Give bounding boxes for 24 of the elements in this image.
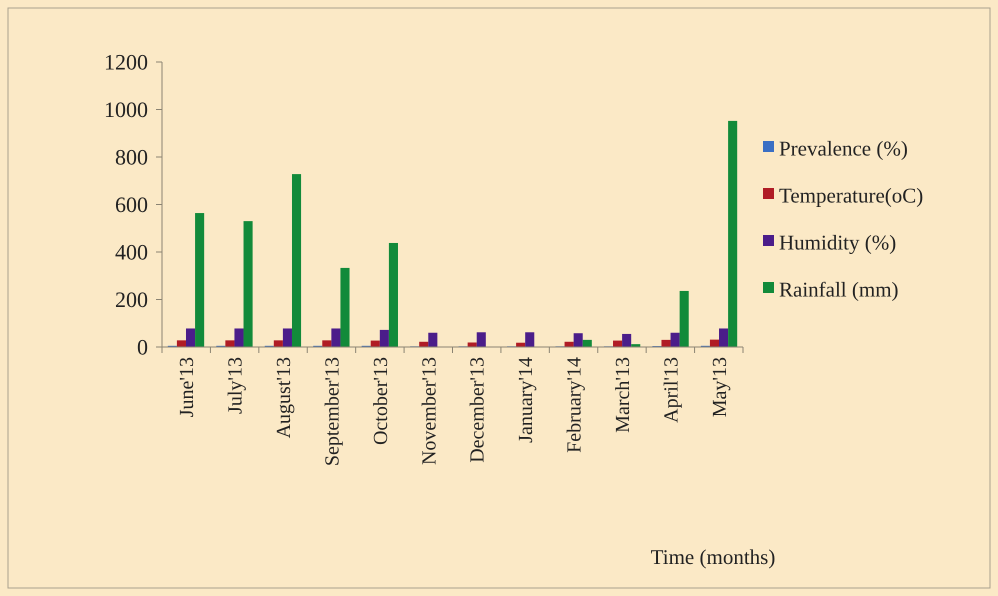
y-tick-label: 1000 bbox=[104, 97, 148, 122]
x-tick-label: April'13 bbox=[660, 357, 683, 423]
x-tick-label: June'13 bbox=[176, 357, 198, 418]
x-tick-label: July'13 bbox=[224, 357, 246, 414]
y-tick-label: 800 bbox=[115, 144, 148, 170]
x-tick-label: May'13 bbox=[709, 357, 732, 418]
legend-label: Humidity (%) bbox=[779, 230, 896, 254]
x-tick-label: March'13 bbox=[612, 357, 634, 433]
x-tick-label: August'13 bbox=[272, 357, 295, 438]
x-tick-label: October'13 bbox=[370, 357, 392, 446]
x-tick-label: February'14 bbox=[564, 357, 586, 453]
legend-label: Temperature(oC) bbox=[779, 183, 924, 208]
x-tick-label: September'13 bbox=[321, 357, 344, 466]
x-tick-label: November'13 bbox=[418, 357, 440, 466]
y-tick-label: 200 bbox=[115, 287, 148, 312]
y-tick-label: 1200 bbox=[104, 50, 148, 75]
legend-label: Prevalence (%) bbox=[779, 136, 908, 160]
x-tick-label: January'14 bbox=[515, 357, 538, 443]
y-tick-label: 400 bbox=[115, 240, 148, 265]
y-tick-label: 600 bbox=[115, 192, 148, 218]
y-tick-label: 0 bbox=[137, 334, 148, 360]
x-tick-label: December'13 bbox=[466, 357, 489, 463]
x-axis-title: Time (months) bbox=[650, 545, 776, 569]
legend-label: Rainfall (mm) bbox=[779, 277, 899, 302]
